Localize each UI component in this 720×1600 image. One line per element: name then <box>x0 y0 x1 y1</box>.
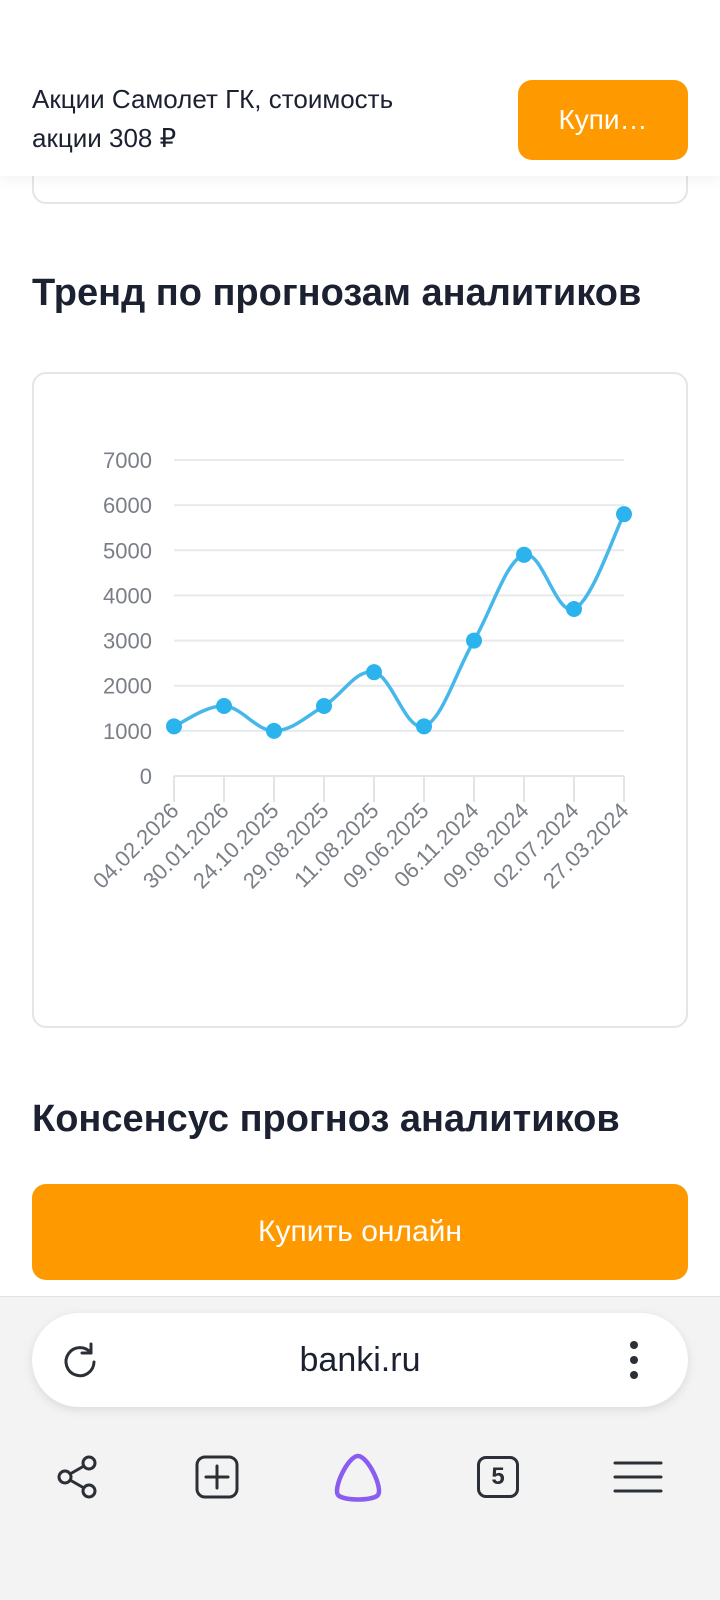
data-point[interactable] <box>266 722 282 739</box>
data-point[interactable] <box>466 632 482 649</box>
alice-button[interactable] <box>318 1437 398 1517</box>
browser-panel: banki.ru <box>0 1296 720 1600</box>
y-tick-label: 0 <box>140 764 152 789</box>
y-tick-label: 5000 <box>103 538 152 563</box>
more-vertical-icon[interactable] <box>628 1339 640 1381</box>
forecast-chart: 0 1000 2000 3000 4000 5000 6000 7000 04.02.2026… <box>88 448 634 893</box>
x-axis-ticks: 04.02.202630.01.202624.10.202529.08.2025… <box>88 776 634 893</box>
data-point[interactable] <box>616 506 632 523</box>
buy-online-button[interactable]: Купить онлайн <box>32 1184 688 1280</box>
data-point[interactable] <box>516 546 532 563</box>
alice-icon <box>334 1453 382 1502</box>
y-tick-label: 7000 <box>103 448 152 473</box>
previous-card <box>32 150 688 204</box>
consensus-section-title: Консенсус прогноз аналитиков <box>32 1098 620 1140</box>
url-text[interactable]: banki.ru <box>299 1340 421 1379</box>
buy-button[interactable]: Купи… <box>518 80 688 160</box>
data-point[interactable] <box>566 600 582 617</box>
address-bar[interactable]: banki.ru <box>32 1313 688 1407</box>
reload-icon[interactable] <box>60 1340 100 1380</box>
browser-bottom-nav: 5 <box>0 1437 720 1527</box>
stock-title: Акции Самолет ГК, стоимость акции 308 ₽ <box>32 84 394 153</box>
new-tab-icon <box>195 1455 239 1499</box>
menu-icon <box>613 1461 663 1493</box>
new-tab-button[interactable] <box>177 1437 257 1517</box>
share-button[interactable] <box>37 1437 117 1517</box>
y-tick-label: 4000 <box>103 583 152 608</box>
menu-button[interactable] <box>598 1437 678 1517</box>
y-tick-label: 6000 <box>103 493 152 518</box>
y-tick-label: 1000 <box>103 719 152 744</box>
y-axis-ticks: 0 1000 2000 3000 4000 5000 6000 7000 <box>103 448 152 789</box>
y-tick-label: 3000 <box>103 629 152 654</box>
trend-section-title: Тренд по прогнозам аналитиков <box>32 272 642 314</box>
forecast-chart-card: 0 1000 2000 3000 4000 5000 6000 7000 04.02.2026… <box>32 372 688 1028</box>
data-point[interactable] <box>166 718 182 735</box>
forecast-points <box>166 506 632 739</box>
data-point[interactable] <box>366 664 382 681</box>
data-point[interactable] <box>316 698 332 715</box>
data-point[interactable] <box>216 698 232 715</box>
sticky-header: Акции Самолет ГК, стоимость акции 308 ₽ … <box>0 58 720 176</box>
forecast-series-line <box>173 513 626 733</box>
y-tick-label: 2000 <box>103 674 152 699</box>
chart-grid <box>174 459 624 777</box>
share-icon <box>57 1455 97 1499</box>
tabs-icon: 5 <box>477 1456 519 1498</box>
tabs-button[interactable]: 5 <box>458 1437 538 1517</box>
data-point[interactable] <box>416 718 432 735</box>
